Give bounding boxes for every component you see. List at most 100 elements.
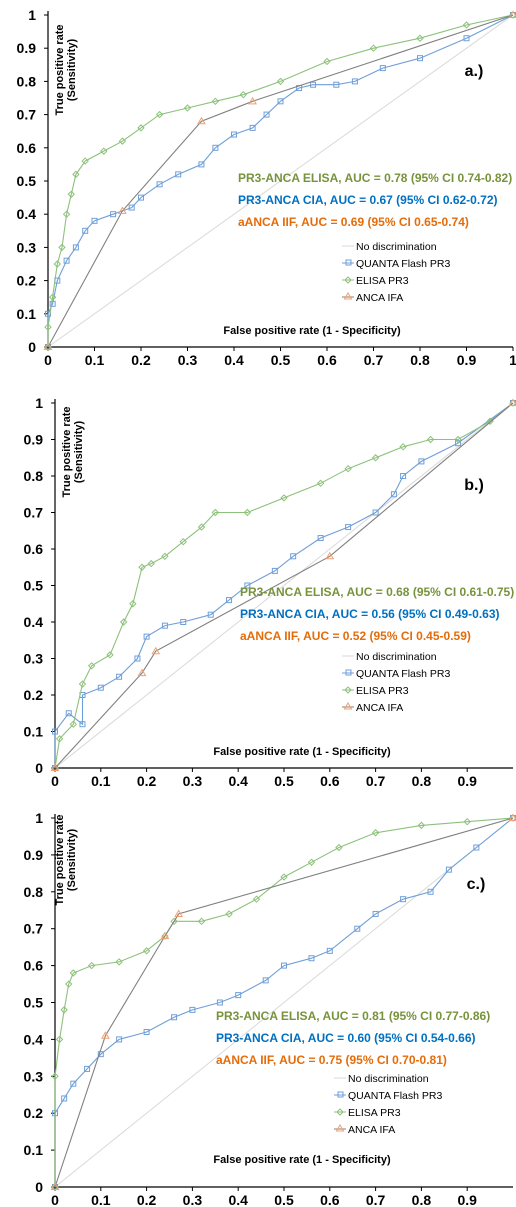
x-tick-label: 0.1	[85, 352, 105, 368]
data-point	[171, 1014, 178, 1021]
auc-annotation: PR3-ANCA ELISA, AUC = 0.78 (95% CI 0.74-…	[238, 171, 512, 185]
y-axis-label: True positive rate	[61, 406, 73, 497]
data-point	[335, 843, 343, 852]
y-tick-label: 0	[35, 760, 43, 776]
data-point	[197, 116, 206, 125]
series-line	[54, 817, 514, 1187]
data-point	[317, 535, 324, 542]
data-point	[263, 111, 270, 118]
data-point	[63, 257, 70, 264]
data-point	[134, 655, 141, 662]
data-point	[119, 618, 128, 626]
data-point	[115, 958, 123, 966]
data-point	[48, 293, 57, 301]
x-tick-label: 0	[51, 773, 59, 789]
data-point	[55, 735, 64, 743]
data-point	[118, 206, 127, 214]
data-point	[79, 721, 86, 728]
data-point	[235, 992, 242, 999]
data-point	[69, 969, 78, 977]
legend-label: QUANTA Flash PR3	[356, 668, 450, 680]
y-tick-label: 0.1	[24, 724, 44, 740]
data-point	[175, 171, 182, 178]
data-point	[69, 720, 78, 728]
data-point	[344, 464, 352, 473]
series-no-discrimination	[47, 14, 514, 348]
data-point	[52, 728, 58, 735]
x-tick-label: 0.4	[228, 773, 248, 789]
data-point	[455, 440, 462, 447]
data-point	[170, 917, 178, 926]
legend-marker	[345, 259, 352, 266]
x-tick-label: 0.6	[317, 352, 337, 368]
y-tick-label: 0.8	[17, 73, 37, 89]
auc-annotation: PR3-ANCA CIA, AUC = 0.60 (95% CI 0.54-0.…	[216, 1031, 476, 1045]
data-point	[55, 1035, 64, 1044]
x-tick-label: 0.8	[410, 352, 430, 368]
data-point	[138, 194, 144, 201]
panel-label: a.)	[465, 63, 484, 80]
x-tick-label: 0.4	[228, 1192, 248, 1207]
y-tick-label: 0.3	[24, 651, 44, 667]
data-point	[249, 124, 256, 131]
data-point	[290, 553, 297, 560]
data-point	[97, 1051, 104, 1058]
y-tick-label: 0.9	[24, 432, 44, 448]
legend-marker	[335, 1124, 345, 1132]
data-point	[72, 170, 80, 179]
data-point	[44, 323, 52, 331]
x-tick-label: 0.3	[183, 1192, 203, 1207]
data-point	[61, 1095, 68, 1102]
series-line	[47, 14, 514, 348]
data-point	[280, 494, 288, 502]
y-tick-label: 0.8	[24, 468, 44, 484]
y-tick-label: 1	[28, 7, 36, 23]
series-line	[54, 817, 514, 1188]
y-tick-label: 0.7	[24, 921, 44, 937]
data-point	[354, 925, 361, 932]
x-tick-label: 0.9	[457, 352, 477, 368]
data-point	[70, 1080, 77, 1087]
data-point	[151, 646, 161, 655]
data-point	[65, 710, 72, 717]
y-axis-label: True positive rate	[54, 814, 66, 905]
data-point	[463, 817, 471, 826]
x-tick-label: 0.7	[364, 352, 384, 368]
y-axis-label-sub: (Sensitivity)	[66, 828, 78, 891]
data-point	[50, 1182, 60, 1190]
legend-marker	[336, 1108, 344, 1116]
data-point	[225, 910, 233, 918]
series-line	[47, 14, 514, 348]
data-point	[62, 210, 71, 218]
legend: No discrimination QUANTA Flash PR3 ELISA P…	[342, 241, 450, 304]
data-point	[372, 910, 379, 917]
data-point	[49, 300, 56, 307]
data-point	[128, 204, 135, 211]
y-tick-label: 0.4	[24, 614, 44, 630]
y-tick-label: 0.1	[17, 306, 37, 322]
legend-label: No discrimination	[356, 241, 437, 253]
y-tick-label: 0.2	[24, 687, 44, 703]
data-point	[243, 508, 252, 517]
data-point	[345, 524, 352, 531]
x-tick-label: 0.6	[320, 1192, 340, 1207]
data-point	[262, 977, 269, 984]
data-point	[78, 680, 87, 688]
data-point	[138, 563, 146, 571]
data-point	[508, 398, 516, 406]
y-tick-label: 0.2	[17, 273, 37, 289]
data-point	[91, 217, 98, 224]
data-point	[416, 34, 424, 42]
data-point	[231, 131, 237, 138]
chart-panel-3: 0 0.1 0.2 0.3 0.4 0.5 0.6 0.7 0.8 0.9 1 0 0.1 0.2 0.3 0…	[24, 810, 516, 1207]
data-point	[369, 44, 378, 52]
legend-label: No discrimination	[356, 651, 437, 663]
data-point	[307, 858, 316, 866]
x-tick-label: 0.5	[271, 352, 291, 368]
auc-annotation: aANCA IIF, AUC = 0.75 (95% CI 0.70-0.81)	[216, 1053, 447, 1067]
data-point	[417, 55, 423, 62]
x-tick-label: 0.8	[412, 773, 432, 789]
legend-label: ANCA IFA	[356, 702, 403, 714]
y-axis-label-sub: (Sensitivity)	[66, 38, 78, 101]
